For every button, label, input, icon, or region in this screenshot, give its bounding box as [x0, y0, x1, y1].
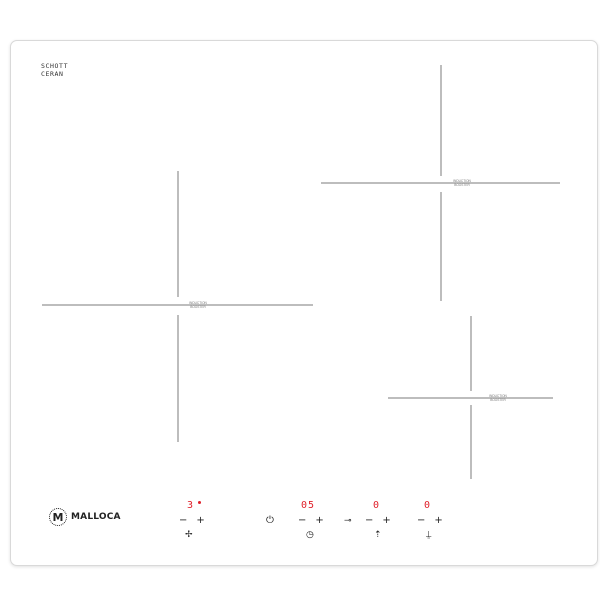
zone-top-right-horizontal-line: [321, 182, 560, 184]
cooktop-surface: SCHOTT CERAN INDUCTION BOOSTER INDUCTION…: [10, 40, 598, 566]
schott-ceran-label: SCHOTT CERAN: [41, 62, 69, 78]
zone-left-horizontal-line: [42, 304, 313, 306]
zone-plus-button[interactable]: +: [196, 515, 205, 526]
zone-bottom-right-horizontal-line: [388, 397, 553, 399]
timer-display: 05: [301, 500, 316, 511]
timer-minus-button[interactable]: −: [298, 515, 307, 526]
zone-minus-button[interactable]: −: [179, 515, 188, 526]
display-4: 0: [424, 500, 432, 511]
logo-text: MALLOCA: [71, 512, 121, 522]
stepper-3: − +: [365, 515, 391, 526]
zone-select-icon[interactable]: ✢: [185, 530, 193, 540]
stepper-3-plus-button[interactable]: +: [382, 515, 391, 526]
timer-stepper: − +: [298, 515, 324, 526]
zone-level-display: 3: [187, 500, 195, 511]
zone-active-indicator: [198, 501, 201, 504]
zone-top-right-vertical-top-line: [440, 65, 442, 176]
zone-bottom-right-vertical-top-line: [470, 316, 472, 391]
boost-icon[interactable]: ⇡: [374, 530, 382, 540]
zone-left-vertical-top-line: [177, 171, 179, 297]
stepper-4-minus-button[interactable]: −: [417, 515, 426, 526]
zone-left-vertical-bottom-line: [177, 315, 179, 442]
zone-top-right-vertical-bottom-line: [440, 192, 442, 301]
logo-badge: M: [49, 508, 67, 526]
stepper-4-plus-button[interactable]: +: [434, 515, 443, 526]
zone-top-right-label: INDUCTION BOOSTER: [453, 179, 471, 187]
timer-plus-button[interactable]: +: [315, 515, 324, 526]
brand-logo: M MALLOCA: [49, 508, 121, 526]
zone-bottom-right-label: INDUCTION BOOSTER: [489, 394, 507, 402]
zone-left-label: INDUCTION BOOSTER: [189, 301, 207, 309]
zone-level-stepper: − +: [179, 515, 205, 526]
power-icon[interactable]: ⏻: [266, 515, 274, 526]
display-3: 0: [373, 500, 381, 511]
zone-bottom-right-vertical-bottom-line: [470, 405, 472, 479]
timer-clock-icon[interactable]: ◷: [306, 530, 314, 540]
pause-icon[interactable]: ⍊: [426, 530, 432, 540]
stepper-4: − +: [417, 515, 443, 526]
stepper-3-minus-button[interactable]: −: [365, 515, 374, 526]
key-lock-icon[interactable]: ⊸: [344, 516, 352, 526]
